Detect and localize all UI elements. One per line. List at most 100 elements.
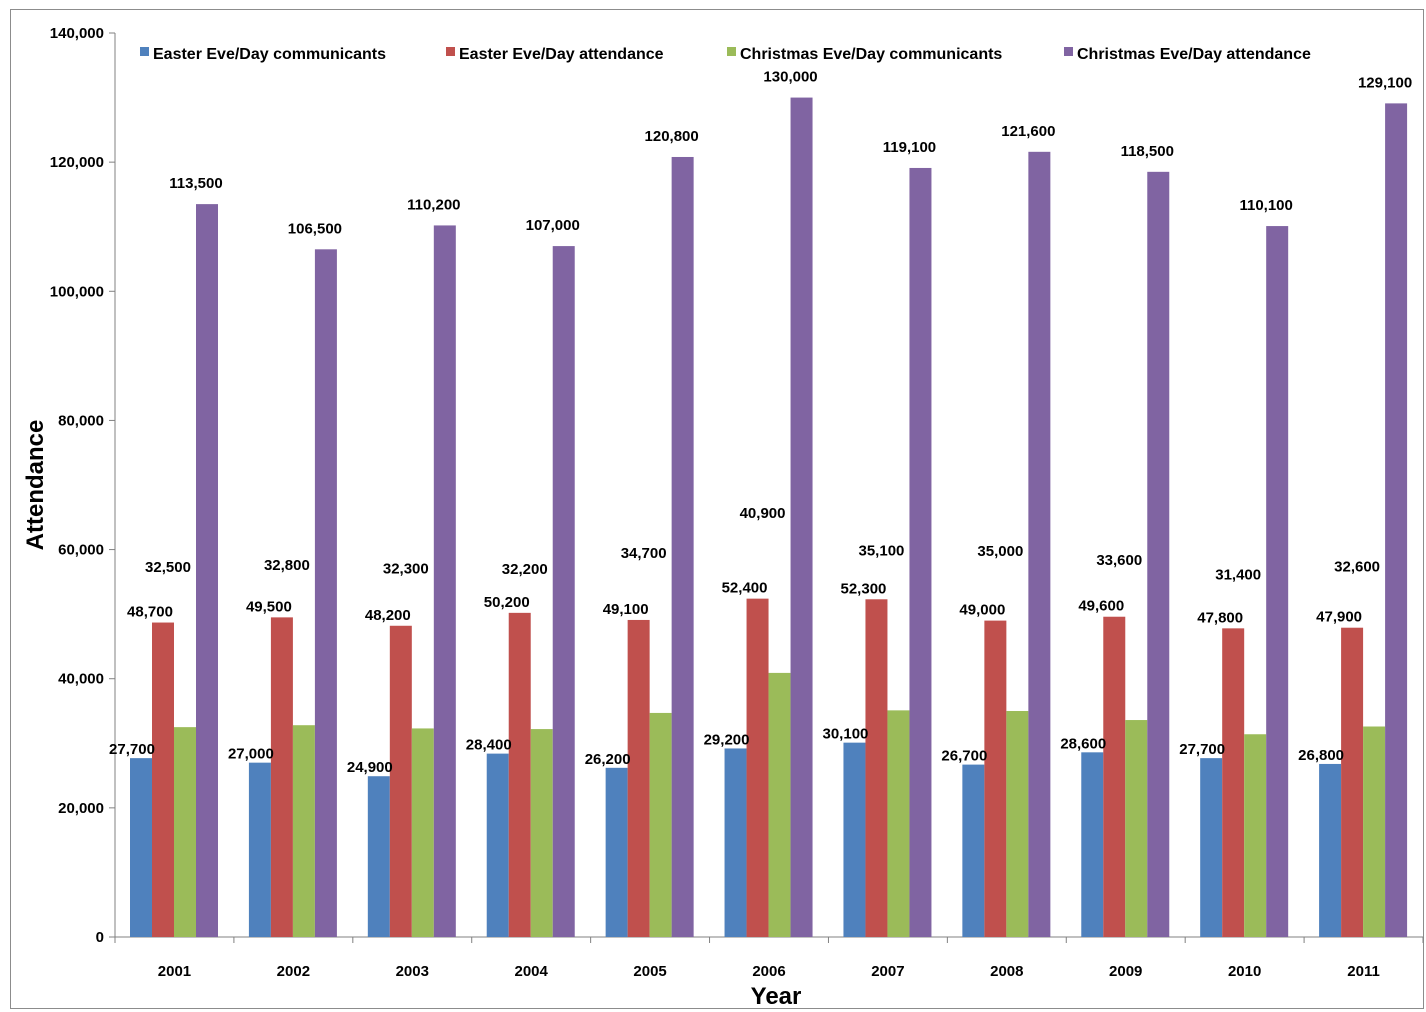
- bar-christmas-eve-day-attendance-2010: [1266, 226, 1289, 937]
- x-tick-label: 2004: [514, 963, 548, 980]
- data-label: 120,800: [645, 128, 699, 145]
- y-tick-label: 100,000: [50, 283, 104, 300]
- data-label: 119,100: [883, 139, 936, 156]
- data-label: 49,000: [959, 602, 1005, 619]
- legend-swatch: [1064, 47, 1073, 56]
- y-tick-label: 20,000: [58, 800, 104, 817]
- bar-christmas-eve-day-communicants-2007: [887, 710, 910, 937]
- bar-easter-eve-day-attendance-2008: [984, 620, 1007, 937]
- data-label: 52,300: [841, 580, 887, 597]
- bar-easter-eve-day-communicants-2008: [962, 764, 985, 937]
- legend-label: Christmas Eve/Day communicants: [740, 46, 1002, 63]
- bar-christmas-eve-day-attendance-2005: [671, 156, 694, 937]
- bar-easter-eve-day-communicants-2009: [1081, 752, 1104, 937]
- data-label: 113,500: [169, 175, 222, 192]
- x-axis-title: Year: [751, 983, 802, 1010]
- data-label: 27,000: [228, 746, 274, 763]
- bar-easter-eve-day-attendance-2010: [1222, 628, 1245, 937]
- data-label: 130,000: [763, 69, 817, 86]
- legend-swatch: [727, 47, 736, 56]
- x-tick-label: 2002: [277, 963, 310, 980]
- bar-christmas-eve-day-attendance-2008: [1028, 151, 1051, 938]
- bar-christmas-eve-day-communicants-2010: [1244, 734, 1267, 937]
- data-label: 27,700: [1179, 741, 1225, 758]
- data-label: 28,600: [1060, 735, 1106, 752]
- bar-easter-eve-day-communicants-2004: [486, 753, 509, 937]
- x-tick-label: 2008: [990, 963, 1023, 980]
- data-label: 32,800: [264, 557, 310, 574]
- data-label: 26,200: [585, 751, 631, 768]
- bar-easter-eve-day-attendance-2011: [1341, 627, 1364, 937]
- y-tick-label: 0: [96, 929, 104, 946]
- bar-christmas-eve-day-communicants-2011: [1363, 726, 1386, 937]
- data-label: 110,200: [407, 196, 460, 213]
- legend-label: Easter Eve/Day attendance: [459, 46, 664, 63]
- y-tick-label: 60,000: [58, 542, 104, 559]
- data-label: 118,500: [1121, 143, 1174, 160]
- bar-easter-eve-day-attendance-2001: [152, 622, 174, 937]
- data-label: 49,100: [603, 601, 649, 618]
- data-label: 31,400: [1215, 566, 1261, 583]
- bar-easter-eve-day-communicants-2010: [1200, 758, 1223, 937]
- x-tick-label: 2011: [1347, 963, 1380, 980]
- data-label: 49,500: [246, 598, 292, 615]
- data-label: 106,500: [288, 220, 342, 237]
- bar-christmas-eve-day-communicants-2001: [174, 727, 196, 937]
- data-label: 35,000: [977, 543, 1023, 560]
- bar-easter-eve-day-attendance-2003: [389, 625, 412, 937]
- data-label: 107,000: [526, 217, 580, 234]
- bar-easter-eve-day-attendance-2002: [270, 617, 293, 937]
- data-label: 40,900: [740, 505, 786, 522]
- y-tick-label: 40,000: [58, 671, 104, 688]
- data-label: 129,100: [1358, 74, 1412, 91]
- data-label: 50,200: [484, 594, 530, 611]
- data-label: 34,700: [621, 545, 667, 562]
- chart-frame: [10, 9, 1424, 1009]
- legend: Easter Eve/Day communicants Easter Eve/Da…: [140, 46, 1311, 63]
- bar-christmas-eve-day-communicants-2003: [411, 728, 434, 937]
- y-tick-label: 80,000: [58, 412, 104, 429]
- legend-swatch: [446, 47, 455, 56]
- data-label: 32,600: [1334, 559, 1380, 576]
- data-label: 30,100: [823, 726, 869, 743]
- bar-easter-eve-day-attendance-2009: [1103, 616, 1126, 937]
- bar-christmas-eve-day-communicants-2004: [530, 729, 553, 937]
- x-tick-label: 2006: [752, 963, 785, 980]
- bars: [130, 97, 1408, 938]
- x-tick-label: 2010: [1228, 963, 1261, 980]
- bar-easter-eve-day-communicants-2003: [367, 776, 390, 937]
- bar-christmas-eve-day-attendance-2011: [1385, 103, 1408, 937]
- legend-label: Christmas Eve/Day attendance: [1077, 46, 1311, 63]
- bar-christmas-eve-day-communicants-2005: [649, 712, 672, 937]
- bar-christmas-eve-day-attendance-2001: [196, 204, 218, 938]
- x-tick-label: 2003: [396, 963, 429, 980]
- data-labels: 27,700 27,000 24,900 28,400 26,200 29,200 30,1…: [109, 69, 1412, 777]
- legend-swatch: [140, 47, 149, 56]
- data-label: 48,200: [365, 607, 411, 624]
- bar-christmas-eve-day-communicants-2006: [768, 672, 791, 937]
- bar-easter-eve-day-attendance-2004: [508, 612, 531, 937]
- bar-easter-eve-day-communicants-2011: [1319, 763, 1342, 937]
- bar-easter-eve-day-communicants-2006: [724, 748, 747, 937]
- bar-easter-eve-day-attendance-2007: [865, 599, 888, 937]
- bar-christmas-eve-day-attendance-2006: [790, 97, 813, 938]
- x-tick-label: 2009: [1109, 963, 1142, 980]
- y-axis-title: Attendance: [22, 420, 49, 551]
- data-label: 33,600: [1096, 552, 1142, 569]
- y-tick-label: 120,000: [50, 154, 104, 171]
- bar-christmas-eve-day-attendance-2002: [314, 249, 337, 938]
- data-label: 47,800: [1197, 609, 1243, 626]
- data-label: 24,900: [347, 759, 393, 776]
- data-label: 29,200: [704, 731, 750, 748]
- data-label: 26,700: [941, 748, 987, 765]
- bar-easter-eve-day-communicants-2002: [248, 762, 271, 937]
- data-label: 32,300: [383, 560, 429, 577]
- bar-christmas-eve-day-attendance-2007: [909, 167, 932, 937]
- bar-easter-eve-day-communicants-2005: [605, 767, 628, 937]
- y-tick-label: 140,000: [50, 25, 104, 42]
- bar-easter-eve-day-communicants-2001: [130, 758, 152, 937]
- bar-easter-eve-day-communicants-2007: [843, 742, 866, 937]
- data-label: 26,800: [1298, 747, 1344, 764]
- bar-christmas-eve-day-attendance-2004: [552, 246, 575, 938]
